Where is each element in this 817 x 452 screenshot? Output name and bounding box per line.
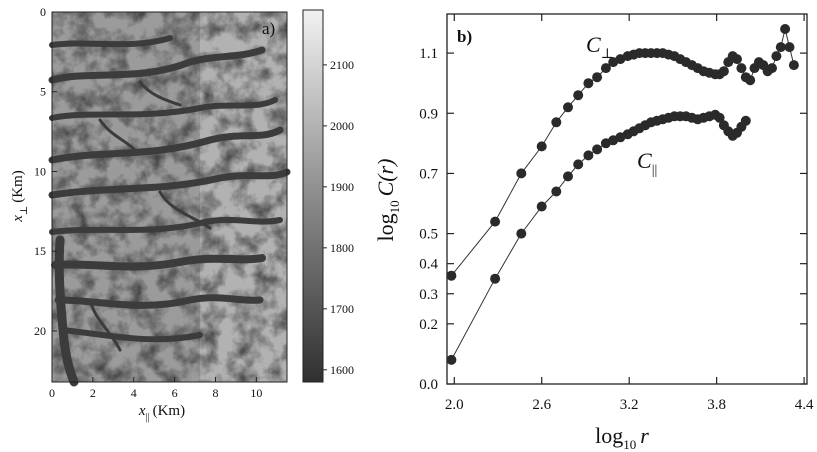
x-tick-label: 4.4 (795, 397, 814, 413)
data-point (714, 112, 725, 123)
panel-a-y-tick-label: 20 (34, 324, 46, 338)
panel-a-x-tick-label: 10 (250, 386, 262, 400)
data-point (536, 141, 547, 152)
data-point (490, 273, 501, 284)
panel-a-label: a) (262, 19, 275, 38)
data-point (784, 42, 795, 53)
data-point (775, 42, 786, 53)
data-point (551, 117, 562, 128)
colorbar-tick-label: 1700 (330, 302, 354, 316)
data-point (788, 60, 799, 71)
y-tick-label: 0.9 (419, 106, 438, 122)
y-tick-label: 1.1 (419, 46, 438, 62)
data-point (767, 63, 777, 74)
colorbar (302, 9, 324, 383)
x-tick-label: 2.0 (445, 397, 464, 413)
panel-a-y-tick-label: 15 (34, 244, 46, 258)
data-point (771, 51, 782, 62)
data-point (732, 54, 742, 65)
x-axis-label: log10 r (595, 423, 649, 452)
drainage-network (48, 35, 291, 387)
plot-frame (446, 13, 808, 385)
panel-a-x-tick-label: 0 (49, 386, 55, 400)
panel-a-y-axis-label: x⊥(Km) (10, 170, 30, 223)
panel-a-y-tick-label: 5 (40, 85, 46, 99)
data-point (740, 115, 751, 126)
elevation-map-frame (51, 11, 288, 383)
data-point (490, 216, 501, 227)
series-c-perp (446, 24, 799, 281)
data-point (745, 75, 756, 86)
panel-b-y-ticks: 0.0 0.2 0.3 0.4 0.5 0.7 0.9 1.1 (419, 46, 807, 393)
panel-a-y-tick-label: 10 (34, 164, 46, 178)
data-point (516, 228, 527, 239)
data-point (563, 171, 573, 182)
panel-a-x-ticks: 0 2 4 6 8 10 (49, 377, 262, 400)
y-tick-label: 0.4 (419, 257, 438, 273)
data-point (592, 144, 603, 155)
colorbar-ticks: 2100 2000 1900 1800 1700 1600 (323, 58, 354, 377)
y-tick-label: 0.3 (419, 287, 438, 303)
colorbar-tick-label: 1800 (330, 241, 354, 255)
series-c-par (446, 109, 751, 365)
data-point (600, 63, 611, 74)
panel-a-x-tick-label: 6 (172, 386, 178, 400)
y-axis-label: log10C(r) (373, 158, 402, 241)
data-point (592, 72, 603, 83)
colorbar-tick-label: 2000 (330, 119, 354, 133)
series-label-perp: C⊥ (586, 32, 614, 62)
data-point (583, 78, 594, 89)
data-point (583, 150, 594, 161)
data-point (563, 102, 573, 113)
data-point (446, 354, 457, 365)
panel-a-y-tick-label: 0 (40, 5, 46, 19)
colorbar-tick-label: 1600 (330, 363, 354, 377)
panel-b-x-ticks: 2.0 2.6 3.2 3.8 4.4 (445, 14, 814, 413)
data-point (573, 159, 584, 170)
panel-a-x-tick-label: 8 (212, 386, 218, 400)
colorbar-tick-label: 1900 (330, 180, 354, 194)
data-point (573, 90, 584, 101)
data-point (780, 24, 791, 34)
panel-b: b) 2.0 2.6 3.2 3.8 4.4 0.0 0.2 0.3 0.4 0.5 0.7 0.9… (373, 13, 814, 452)
x-tick-label: 3.8 (707, 397, 726, 413)
panel-a-y-ticks: 0 5 10 15 20 (34, 5, 57, 338)
series-group (446, 24, 799, 365)
series-label-par: C|| (637, 148, 657, 178)
panel-a-x-axis-label: x|| (Km) (138, 403, 185, 423)
panel-a-x-tick-label: 4 (131, 386, 137, 400)
colorbar-tick-label: 2100 (330, 58, 354, 72)
panel-a-x-tick-label: 2 (90, 386, 96, 400)
panel-b-label: b) (457, 27, 472, 46)
data-point (446, 270, 457, 281)
y-tick-label: 0.5 (419, 227, 438, 243)
y-tick-label: 0.7 (419, 166, 438, 182)
y-tick-label: 0.0 (419, 377, 438, 393)
data-point (516, 168, 527, 179)
data-point (551, 186, 562, 197)
x-tick-label: 2.6 (532, 397, 551, 413)
data-point (736, 63, 747, 74)
x-tick-label: 3.2 (620, 397, 639, 413)
y-tick-label: 0.2 (419, 317, 438, 333)
data-point (536, 201, 547, 212)
data-point (718, 66, 729, 77)
